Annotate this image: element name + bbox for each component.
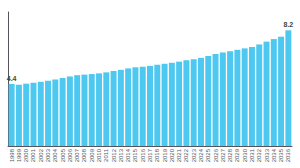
svg-text:2028: 2028 <box>227 148 233 162</box>
svg-text:2031: 2031 <box>249 148 255 162</box>
svg-text:2008: 2008 <box>81 148 87 162</box>
svg-text:2011: 2011 <box>103 148 109 162</box>
svg-text:1998: 1998 <box>9 148 15 162</box>
svg-text:2019: 2019 <box>162 148 168 162</box>
svg-text:2000: 2000 <box>23 148 29 162</box>
svg-text:2024: 2024 <box>198 148 204 162</box>
svg-text:2025: 2025 <box>205 148 211 162</box>
svg-text:8.2: 8.2 <box>283 21 293 28</box>
svg-text:2034: 2034 <box>271 148 277 162</box>
svg-text:2017: 2017 <box>147 148 153 162</box>
svg-text:2009: 2009 <box>89 148 95 162</box>
svg-text:2027: 2027 <box>220 148 226 162</box>
svg-text:2012: 2012 <box>111 148 117 162</box>
svg-text:2003: 2003 <box>45 148 51 162</box>
svg-text:2026: 2026 <box>213 148 219 162</box>
svg-text:2021: 2021 <box>176 148 182 162</box>
svg-text:2023: 2023 <box>191 148 197 162</box>
svg-text:2004: 2004 <box>52 148 58 162</box>
svg-text:2032: 2032 <box>256 148 262 162</box>
svg-text:2014: 2014 <box>125 148 131 162</box>
svg-text:2005: 2005 <box>60 148 66 162</box>
svg-text:2020: 2020 <box>169 148 175 162</box>
svg-text:2016: 2016 <box>140 148 146 162</box>
svg-text:2022: 2022 <box>183 148 189 162</box>
svg-text:2007: 2007 <box>74 148 80 162</box>
svg-text:2013: 2013 <box>118 148 124 162</box>
svg-text:2030: 2030 <box>242 148 248 162</box>
svg-text:2002: 2002 <box>38 148 44 162</box>
svg-text:2001: 2001 <box>30 148 36 162</box>
svg-text:2018: 2018 <box>154 148 160 162</box>
svg-text:2015: 2015 <box>132 148 138 162</box>
svg-text:2036: 2036 <box>285 148 291 162</box>
svg-text:4.4: 4.4 <box>7 75 17 82</box>
svg-text:2033: 2033 <box>264 148 270 162</box>
svg-text:2010: 2010 <box>96 148 102 162</box>
svg-text:2006: 2006 <box>67 148 73 162</box>
svg-text:2035: 2035 <box>278 148 284 162</box>
svg-text:1999: 1999 <box>16 148 22 162</box>
svg-text:2029: 2029 <box>234 148 240 162</box>
